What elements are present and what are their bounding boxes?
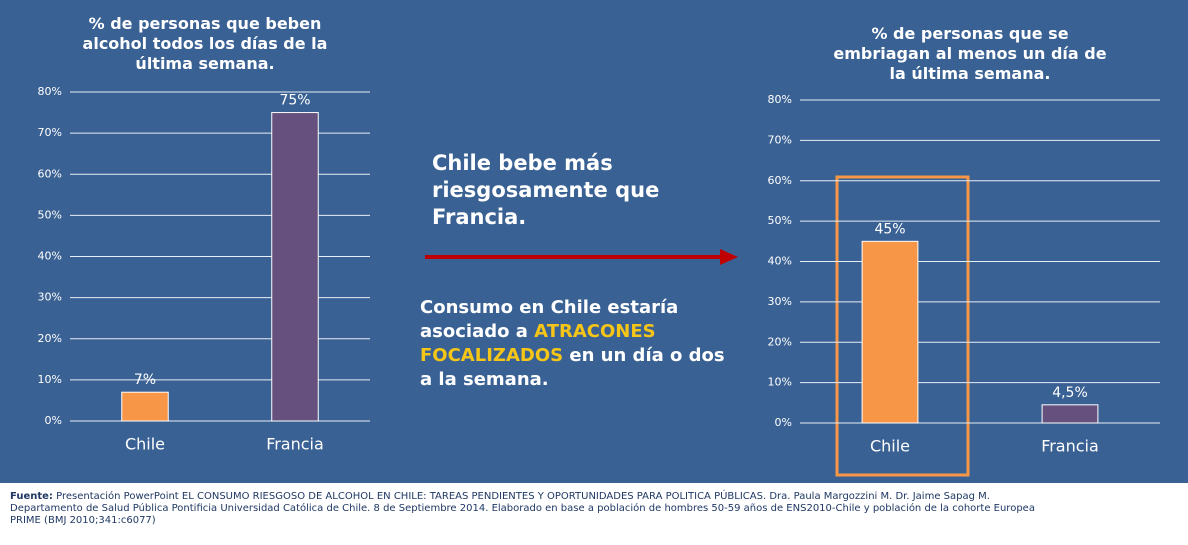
highlight-text: ATRACONES FOCALIZADOS bbox=[420, 321, 656, 366]
chart-title: % de personas que beben alcohol todos lo… bbox=[82, 14, 328, 73]
text: en un día o dos a la semana. bbox=[420, 345, 725, 390]
source-text: Presentación PowerPoint EL CONSUMO RIESG… bbox=[10, 491, 1035, 526]
y-tick-label: 60% bbox=[38, 167, 62, 180]
bar bbox=[121, 391, 169, 422]
background bbox=[0, 0, 1188, 483]
text: Consumo en Chile estaría asociado a bbox=[420, 297, 679, 342]
bar bbox=[861, 240, 919, 424]
y-tick-label: 0% bbox=[45, 414, 62, 427]
y-tick-label: 40% bbox=[768, 255, 792, 268]
y-tick-label: 20% bbox=[38, 332, 62, 345]
y-tick-label: 30% bbox=[768, 295, 792, 308]
y-tick-label: 40% bbox=[38, 250, 62, 263]
chart-title: % de personas que se embriagan al menos … bbox=[833, 24, 1107, 83]
y-tick-label: 80% bbox=[768, 93, 792, 106]
x-tick-label: Francia bbox=[1041, 437, 1099, 456]
y-tick-label: 20% bbox=[768, 335, 792, 348]
x-tick-label: Chile bbox=[125, 435, 165, 454]
y-tick-label: 50% bbox=[38, 208, 62, 221]
y-tick-label: 60% bbox=[768, 174, 792, 187]
value-label: 4,5% bbox=[1052, 385, 1088, 401]
value-label: 7% bbox=[134, 372, 156, 388]
y-tick-label: 0% bbox=[775, 416, 792, 429]
x-tick-label: Francia bbox=[266, 435, 324, 454]
bar bbox=[1041, 404, 1099, 424]
bar bbox=[271, 112, 319, 422]
y-tick-label: 70% bbox=[768, 133, 792, 146]
y-tick-label: 10% bbox=[38, 373, 62, 386]
source: Fuente: Presentación PowerPoint EL CONSU… bbox=[10, 491, 1040, 527]
value-label: 45% bbox=[874, 221, 905, 237]
x-tick-label: Chile bbox=[870, 437, 910, 456]
headline: Chile bebe más riesgosamente que Francia… bbox=[432, 151, 660, 229]
y-tick-label: 50% bbox=[768, 214, 792, 227]
value-label: 75% bbox=[279, 93, 310, 109]
arrow-head bbox=[720, 249, 738, 265]
y-tick-label: 30% bbox=[38, 291, 62, 304]
message-body: Consumo en Chile estaría asociado a ATRA… bbox=[420, 296, 740, 392]
source-label: Fuente: bbox=[10, 491, 53, 502]
y-tick-label: 70% bbox=[38, 126, 62, 139]
highlight-box bbox=[835, 175, 970, 477]
y-tick-label: 80% bbox=[38, 85, 62, 98]
y-tick-label: 10% bbox=[768, 376, 792, 389]
